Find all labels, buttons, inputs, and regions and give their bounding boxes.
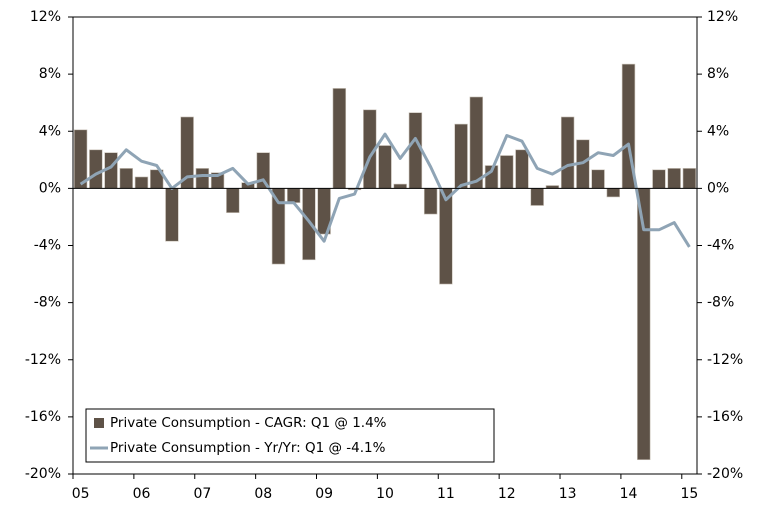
- y-tick-label: 8%: [39, 66, 61, 82]
- y2-tick-label: -12%: [707, 352, 743, 368]
- bar: [119, 168, 133, 189]
- plot-area: [72, 16, 698, 475]
- bar: [165, 188, 179, 242]
- bar: [378, 145, 392, 189]
- bar: [408, 112, 423, 189]
- y2-tick-label: -20%: [707, 466, 743, 482]
- bar: [423, 188, 438, 215]
- bar: [652, 169, 666, 189]
- y2-tick-label: 8%: [707, 66, 729, 82]
- bar: [286, 188, 301, 203]
- bar: [271, 188, 286, 265]
- bar: [500, 155, 514, 189]
- legend-label: Private Consumption - Yr/Yr: Q1 @ -4.1%: [110, 440, 386, 456]
- legend: [85, 408, 495, 463]
- y-tick-label: 0%: [39, 180, 61, 196]
- y-tick-label: -8%: [34, 295, 61, 311]
- y-tick-label: 12%: [30, 9, 61, 25]
- x-tick-label: 10: [376, 486, 394, 502]
- x-tick-label: 09: [315, 486, 333, 502]
- bar: [226, 188, 240, 213]
- bar: [560, 116, 575, 189]
- y-tick-label: -16%: [25, 409, 61, 425]
- x-tick-label: 13: [559, 486, 577, 502]
- legend-label: Private Consumption - CAGR: Q1 @ 1.4%: [110, 415, 387, 431]
- bar: [439, 188, 453, 285]
- bar: [591, 169, 605, 189]
- bar: [393, 183, 407, 189]
- bar: [302, 188, 316, 261]
- x-tick-label: 08: [254, 486, 272, 502]
- bar: [469, 96, 484, 189]
- bar: [89, 149, 103, 189]
- bar: [530, 188, 544, 206]
- y2-tick-label: -4%: [707, 238, 734, 254]
- y-tick-label: -4%: [34, 238, 61, 254]
- bar: [667, 168, 681, 189]
- bar: [454, 123, 468, 189]
- bar: [332, 88, 347, 189]
- bar: [682, 168, 697, 189]
- x-tick-label: 07: [193, 486, 211, 502]
- x-tick-label: 11: [437, 486, 455, 502]
- bar: [134, 176, 149, 189]
- bar: [606, 188, 620, 198]
- line: [79, 132, 691, 248]
- x-tick-label: 15: [680, 486, 698, 502]
- legend-swatch: [94, 418, 104, 428]
- y2-tick-label: -16%: [707, 409, 743, 425]
- y2-tick-label: 12%: [707, 9, 738, 25]
- bar: [195, 168, 210, 189]
- x-tick-label: 14: [620, 486, 638, 502]
- y-tick-label: -20%: [25, 466, 61, 482]
- x-tick-label: 05: [72, 486, 90, 502]
- y2-tick-label: 4%: [707, 123, 729, 139]
- bar: [515, 149, 529, 189]
- x-tick-label: 12: [498, 486, 516, 502]
- y-tick-label: -12%: [25, 352, 61, 368]
- bar: [256, 152, 270, 189]
- x-tick-label: 06: [133, 486, 151, 502]
- y-tick-label: 4%: [39, 123, 61, 139]
- y2-tick-label: -8%: [707, 295, 734, 311]
- y2-tick-label: 0%: [707, 180, 729, 196]
